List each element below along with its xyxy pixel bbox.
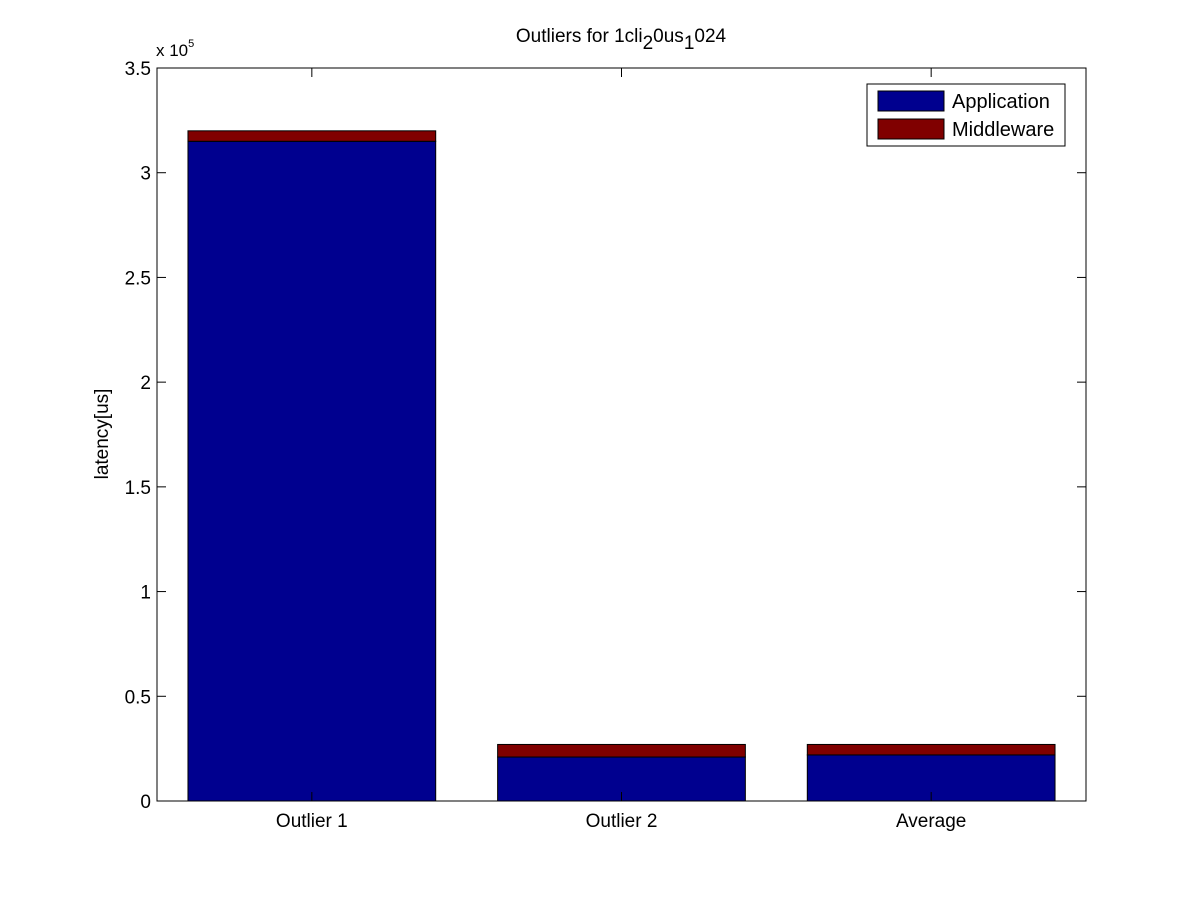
legend-swatch-middleware xyxy=(877,118,945,140)
x-tick-label: Outlier 1 xyxy=(276,811,348,832)
legend-swatch-application xyxy=(877,90,945,112)
y-axis-exponent: x 105 xyxy=(156,38,194,60)
y-axis-label: latency[us] xyxy=(92,389,113,480)
chart-title-part: Outliers for 1cli xyxy=(516,26,643,47)
y-tick-label: 1.5 xyxy=(125,478,151,499)
chart-title-part: 2 xyxy=(643,33,654,54)
y-axis-exponent-power: 5 xyxy=(188,38,194,50)
y-tick-labels: 0 0.5 1 1.5 2 2.5 3 3.5 xyxy=(125,59,151,813)
bar-middleware-outlier-1 xyxy=(187,130,437,142)
y-tick-label: 1 xyxy=(140,583,151,604)
chart-title-part: 0us xyxy=(653,26,684,47)
chart-title-part: 1 xyxy=(684,33,695,54)
bar-application-outlier-1 xyxy=(187,140,437,802)
x-tick-label: Outlier 2 xyxy=(586,811,658,832)
y-tick-label: 2.5 xyxy=(125,268,151,289)
bars-layer xyxy=(187,130,1056,802)
y-tick-label: 3.5 xyxy=(125,59,151,80)
y-axis-exponent-base: x 10 xyxy=(156,41,188,60)
y-tick-label: 0 xyxy=(140,792,151,813)
y-tick-label: 0.5 xyxy=(125,687,151,708)
chart-title-part: 024 xyxy=(694,26,726,47)
x-tick-label: Average xyxy=(896,811,966,832)
x-tick-labels: Outlier 1 Outlier 2 Average xyxy=(276,811,966,832)
bar-middleware-outlier-2 xyxy=(497,743,746,758)
axes-box xyxy=(156,67,1087,802)
bar-middleware-average xyxy=(806,743,1056,756)
legend: Application Middleware xyxy=(866,83,1066,147)
chart-title: Outliers for 1cli20us1024 xyxy=(516,26,727,54)
y-tick-label: 3 xyxy=(140,164,151,185)
legend-label-middleware: Middleware xyxy=(952,119,1054,141)
legend-label-application: Application xyxy=(952,91,1050,113)
y-tick-label: 2 xyxy=(140,373,151,394)
